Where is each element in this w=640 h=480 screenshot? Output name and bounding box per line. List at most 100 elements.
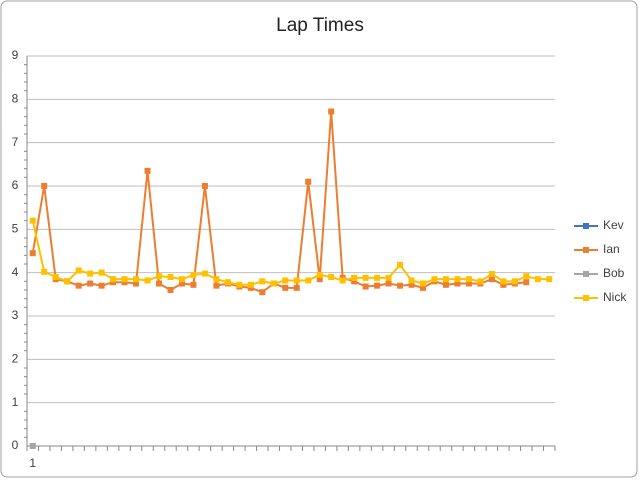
data-point [385,280,392,287]
data-point [442,276,449,283]
data-point [270,280,277,287]
data-point [305,277,312,284]
data-point [259,278,266,285]
data-point [454,276,461,283]
data-point [98,282,105,289]
legend-marker [583,295,589,301]
data-point [523,273,530,280]
data-point [52,274,59,280]
legend-marker [583,271,589,277]
data-point [133,280,140,287]
legend-label: Bob [603,266,625,280]
data-point [465,276,472,283]
y-tick-label: 2 [12,352,19,366]
data-point [282,284,289,291]
y-tick-label: 4 [12,265,19,279]
y-tick-label: 1 [12,395,19,409]
legend-label: Kev [603,218,624,232]
data-point [465,280,472,287]
data-point [488,276,495,283]
data-point [305,178,312,185]
data-point [420,284,426,291]
data-point [201,270,208,277]
data-point [454,280,461,287]
y-tick-label: 5 [12,222,19,236]
data-point [546,276,553,283]
y-tick-label: 9 [12,48,19,62]
data-point [408,277,415,284]
data-point [224,279,231,286]
y-tick-label: 8 [12,92,19,106]
x-tick-label: 1 [29,456,36,470]
data-point [477,278,484,285]
data-point [156,280,162,287]
y-tick-label: 7 [12,135,19,149]
data-point [523,279,530,286]
data-point [75,282,82,289]
y-tick-label: 6 [12,178,19,192]
data-point [397,261,404,268]
data-point [87,280,94,287]
data-point [385,274,392,281]
data-point [121,279,128,286]
data-point [201,183,208,189]
data-point [144,167,151,174]
data-point [98,269,105,276]
data-point [110,276,117,283]
series-line [31,220,550,286]
data-point [293,284,300,291]
data-point [316,271,323,278]
data-point [29,217,36,224]
data-point [29,443,36,449]
data-point [110,279,117,286]
data-point [121,276,128,283]
y-tick-label: 0 [12,438,19,452]
data-point [351,274,358,281]
data-point [500,278,507,285]
data-point [178,276,185,283]
data-point [374,282,381,289]
data-point [431,276,438,283]
data-point [534,276,541,283]
data-point [316,276,323,283]
data-point [293,277,300,284]
data-point [41,183,48,189]
data-point [397,282,404,289]
data-point [328,108,335,115]
data-point [29,250,36,257]
data-point [190,281,197,288]
data-point [339,277,346,284]
data-point [156,273,162,280]
data-point [178,280,185,287]
data-point [236,281,243,288]
data-point [442,281,449,288]
data-point [374,274,381,281]
data-point [408,281,415,288]
legend-marker [583,223,589,229]
data-point [144,277,151,284]
legend-label: Ian [603,242,620,256]
data-point [362,283,369,290]
data-point [511,278,518,285]
data-point [259,289,266,296]
data-point [500,281,507,288]
data-point [41,268,48,275]
data-point [420,280,426,287]
legend-marker [583,247,589,253]
data-point [282,277,289,284]
data-point [362,274,369,281]
data-point [190,271,197,278]
data-point [87,270,94,277]
data-point [167,274,174,280]
legend-label: Nick [603,290,627,304]
data-point [247,281,254,288]
y-tick-label: 3 [12,308,19,322]
chart-title: Lap Times [276,15,364,36]
data-point [213,282,220,289]
data-point [75,267,82,274]
data-point [213,276,220,283]
data-point [167,287,174,293]
data-point [488,270,495,277]
